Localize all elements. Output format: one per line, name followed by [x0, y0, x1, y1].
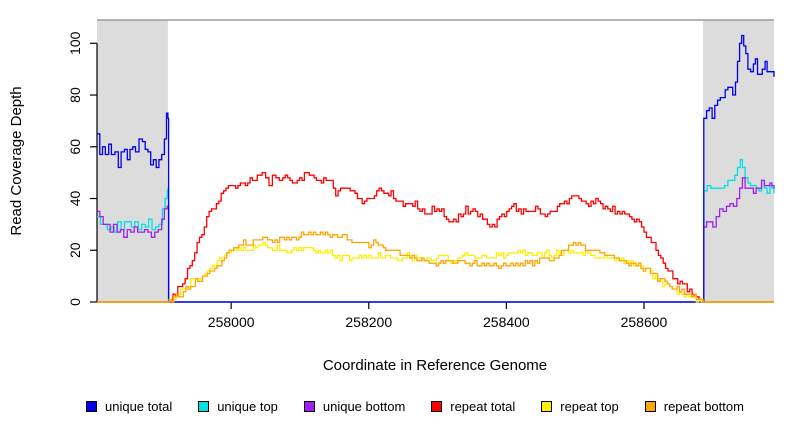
series-line-unique-bottom [97, 177, 775, 303]
legend-swatch-repeat-total [431, 400, 443, 412]
legend: unique total unique top unique bottom repea… [86, 397, 744, 415]
x-tick-label: 258000 [208, 314, 255, 330]
y-tick-label: 20 [67, 242, 83, 258]
shaded-region-left [97, 20, 168, 302]
y-tick-label: 100 [67, 31, 83, 55]
x-tick-label: 258600 [621, 314, 668, 330]
legend-swatch-unique-bottom [303, 400, 315, 412]
series-line-repeat-total [97, 171, 774, 303]
legend-swatch-unique-total [86, 400, 97, 412]
legend-label: unique top [217, 398, 278, 414]
y-tick-label: 60 [67, 139, 83, 155]
y-tick-label: 40 [67, 191, 83, 207]
legend-label: repeat top [560, 398, 619, 414]
legend-item-repeat-total: repeat total [431, 399, 515, 414]
legend-swatch-repeat-bottom [644, 400, 656, 412]
series-line-unique-total [97, 34, 775, 303]
legend-swatch-repeat-top [541, 400, 553, 412]
x-axis-title: Coordinate in Reference Genome [323, 357, 547, 374]
legend-label: repeat bottom [663, 398, 744, 414]
series-line-repeat-top [97, 241, 774, 303]
legend-swatch-unique-top [198, 400, 210, 412]
legend-item-repeat-bottom: repeat bottom [644, 398, 744, 414]
legend-label: unique bottom [322, 398, 406, 414]
y-tick-label: 0 [67, 298, 83, 306]
y-tick-label: 80 [67, 87, 83, 103]
legend-item-unique-bottom: unique bottom [303, 398, 406, 414]
y-axis-title: Read Coverage Depth [8, 86, 25, 235]
shaded-region-right [703, 20, 774, 302]
x-tick-label: 258400 [483, 314, 530, 330]
legend-label: repeat total [450, 398, 516, 414]
legend-label: unique total [105, 398, 173, 414]
legend-item-unique-top: unique top [198, 399, 278, 414]
series-line-repeat-bottom [97, 231, 774, 303]
x-tick-label: 258200 [345, 314, 392, 330]
legend-item-repeat-top: repeat top [541, 399, 619, 414]
legend-item-unique-total: unique total [86, 399, 172, 414]
plot-content: 258000 258200 258400 258600 0 20 40 60 80 100 [67, 19, 775, 330]
